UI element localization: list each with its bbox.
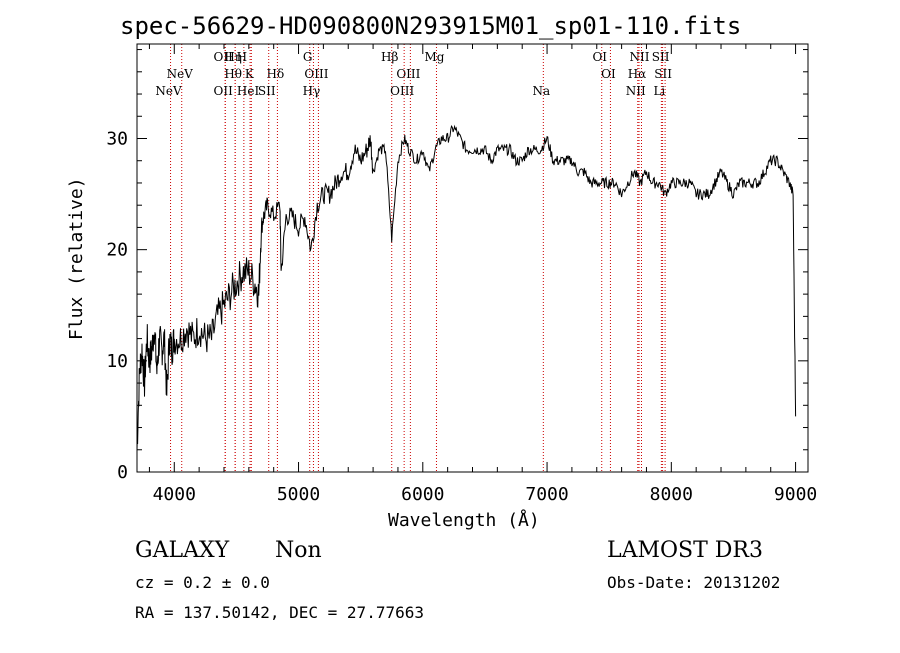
class-label: GALAXY	[135, 538, 230, 563]
x-tick-label-0: 4000	[153, 484, 196, 505]
line-label-15: OIII	[396, 67, 420, 81]
line-label-1: NeV	[167, 67, 194, 81]
line-label-8: OII	[214, 84, 234, 98]
x-axis-label: Wavelength (Å)	[388, 510, 540, 531]
line-label-20: OI	[601, 67, 616, 81]
y-tick-label-2: 20	[106, 240, 128, 261]
line-label-14: Hβ	[381, 50, 398, 64]
line-label-17: Mg	[424, 50, 444, 64]
line-label-7: Hδ	[267, 67, 285, 81]
chart-title: spec-56629-HD090800N293915M01_sp01-110.f…	[120, 12, 742, 40]
line-label-16: OIII	[390, 84, 414, 98]
cz-text: cz = 0.2 ± 0.0	[135, 573, 270, 592]
line-label-12: OIII	[304, 67, 328, 81]
line-label-13: Hγ	[303, 84, 321, 98]
line-label-21: NII	[630, 50, 650, 64]
line-label-18: Na	[532, 84, 550, 98]
line-label-24: SII	[652, 50, 670, 64]
coords-text: RA = 137.50142, DEC = 27.77663	[135, 603, 424, 622]
obs-date-text: Obs-Date: 20131202	[607, 573, 781, 592]
line-label-26: Li	[653, 84, 665, 98]
line-label-22: Hα	[628, 67, 647, 81]
y-tick-label-0: 0	[117, 462, 128, 483]
x-tick-label-1: 5000	[277, 484, 320, 505]
x-tick-label-5: 9000	[774, 484, 817, 505]
line-label-10: SII	[258, 84, 276, 98]
line-label-23: NII	[626, 84, 646, 98]
line-label-25: SII	[654, 67, 672, 81]
spectrum-line	[136, 124, 797, 451]
x-tick-label-4: 8000	[650, 484, 693, 505]
subclass-label: Non	[275, 538, 322, 563]
line-label-0: NeV	[155, 84, 182, 98]
y-axis-label: Flux (relative)	[66, 177, 87, 340]
line-label-11: G	[303, 50, 313, 64]
y-tick-label-1: 10	[106, 351, 128, 372]
line-label-2: OII	[214, 50, 234, 64]
x-tick-label-2: 6000	[401, 484, 444, 505]
line-label-5: Hθ	[224, 67, 242, 81]
line-label-9: HeI	[237, 84, 260, 98]
plot-frame	[136, 43, 809, 473]
survey-label: LAMOST DR3	[607, 538, 763, 563]
line-label-3: Hη	[224, 50, 242, 64]
line-label-19: OI	[592, 50, 607, 64]
line-label-4: H	[237, 50, 247, 64]
x-tick-label-3: 7000	[525, 484, 568, 505]
y-tick-label-3: 30	[106, 128, 128, 149]
